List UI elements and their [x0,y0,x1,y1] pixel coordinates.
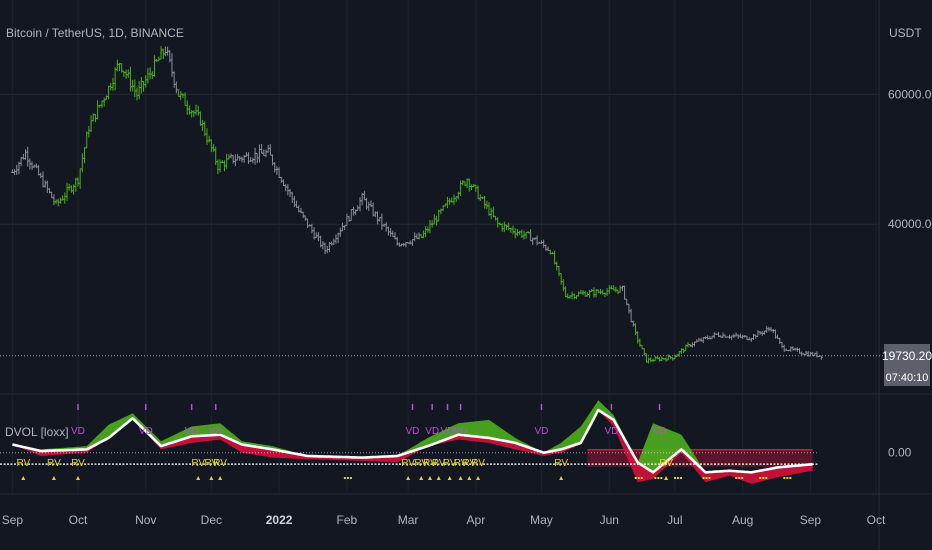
bear-volatility-area [12,410,813,484]
vd-marker: VD [139,426,153,437]
indicator-tick-label: 0.00 [888,446,912,460]
rv-marker: RV [423,458,437,469]
time-tick-label: Sep [2,513,24,527]
yellow-dot-marker [789,477,792,479]
symbol-title[interactable]: Bitcoin / TetherUS, 1D, BINANCE [6,26,184,40]
rv-arrow [467,476,472,480]
yellow-dot-marker [783,477,786,479]
axes: 40000.00 60000.00 0.00 Sep Oct Nov Dec 2022 Feb M… [2,87,932,527]
rv-arrow [436,476,441,480]
yellow-dot-marker [674,477,677,479]
rv-marker: RV [432,458,446,469]
time-tick-label: 2022 [266,513,293,527]
vd-marker: VD [425,426,439,437]
last-price-value: 19730.20 [882,349,932,363]
indicator-name[interactable]: DVOL [loxx] [5,425,69,439]
rv-arrow [447,476,452,480]
last-price-tag [884,344,930,386]
price-bars [0,46,884,364]
yellow-dot-marker [786,477,789,479]
rv-arrow [559,476,564,480]
rv-marker: RV [471,458,485,469]
rv-marker: RV [47,458,61,469]
yellow-dot-marker [705,477,708,479]
time-tick-label: Sep [800,513,822,527]
currency-label: USDT [889,26,922,40]
rv-arrow [209,476,214,480]
yellow-dot-marker [637,477,640,479]
rv-arrow [218,476,223,480]
vd-marker: VD [604,426,618,437]
time-tick-label: Oct [867,513,886,527]
yellow-dot-marker [738,477,741,479]
yellow-dot-marker [762,477,765,479]
yellow-dot-marker [735,477,738,479]
rv-marker: RV [659,458,673,469]
rv-marker: RV [204,458,218,469]
last-price-countdown: 07:40:10 [886,372,929,384]
rv-marker: RV [191,458,205,469]
yellow-dot-marker [741,477,744,479]
rv-arrow [21,476,26,480]
yellow-dot-marker [708,477,711,479]
rv-arrow [427,476,432,480]
yellow-dot-marker [759,477,762,479]
time-tick-label: Jun [600,513,619,527]
yellow-dot-marker [677,477,680,479]
rv-arrow [75,476,80,480]
dvol-signal-line [12,408,813,474]
rv-arrow [51,476,56,480]
yellow-dot-marker [660,477,663,479]
time-tick-label: Nov [135,513,156,527]
yellow-dot-marker [346,477,349,479]
yellow-dot-marker [654,477,657,479]
vd-marker: VD [71,426,85,437]
rv-marker: RV [414,458,428,469]
yellow-dot-marker [343,477,346,479]
yellow-dot-marker [680,477,683,479]
yellow-dot-marker [634,477,637,479]
time-tick-label: Dec [201,513,222,527]
vd-marker: VD [406,426,420,437]
vd-marker: VD [441,426,455,437]
rv-marker: RV [454,458,468,469]
time-tick-label: May [530,513,553,527]
rv-marker: RV [443,458,457,469]
rv-marker: RV [462,458,476,469]
price-tick-label: 60000.00 [888,87,932,101]
yellow-dot-marker [640,477,643,479]
rv-arrow [664,476,669,480]
time-tick-label: Aug [732,513,753,527]
vd-marker: VD [535,426,549,437]
rv-arrow [196,476,201,480]
time-tick-label: Oct [69,513,88,527]
rv-arrow [419,476,424,480]
price-tick-label: 40000.00 [888,217,932,231]
yellow-dot-marker [765,477,768,479]
rv-marker: RV [16,458,30,469]
vd-marker: VD [653,426,667,437]
rv-arrow [476,476,481,480]
vd-marker: VD [185,426,199,437]
yellow-dot-marker [349,477,352,479]
time-tick-label: Apr [467,513,486,527]
rv-marker: RV [213,458,227,469]
rv-marker: RV [71,458,85,469]
rv-marker: RV [401,458,415,469]
time-tick-label: Mar [398,513,419,527]
yellow-dot-marker [657,477,660,479]
vd-marker: VD [454,426,468,437]
rv-arrow [458,476,463,480]
yellow-dot-marker [702,477,705,479]
time-tick-label: Feb [337,513,358,527]
rv-arrow [406,476,411,480]
vd-marker: VD [209,426,223,437]
time-tick-label: Jul [667,513,682,527]
rv-marker: RV [554,458,568,469]
